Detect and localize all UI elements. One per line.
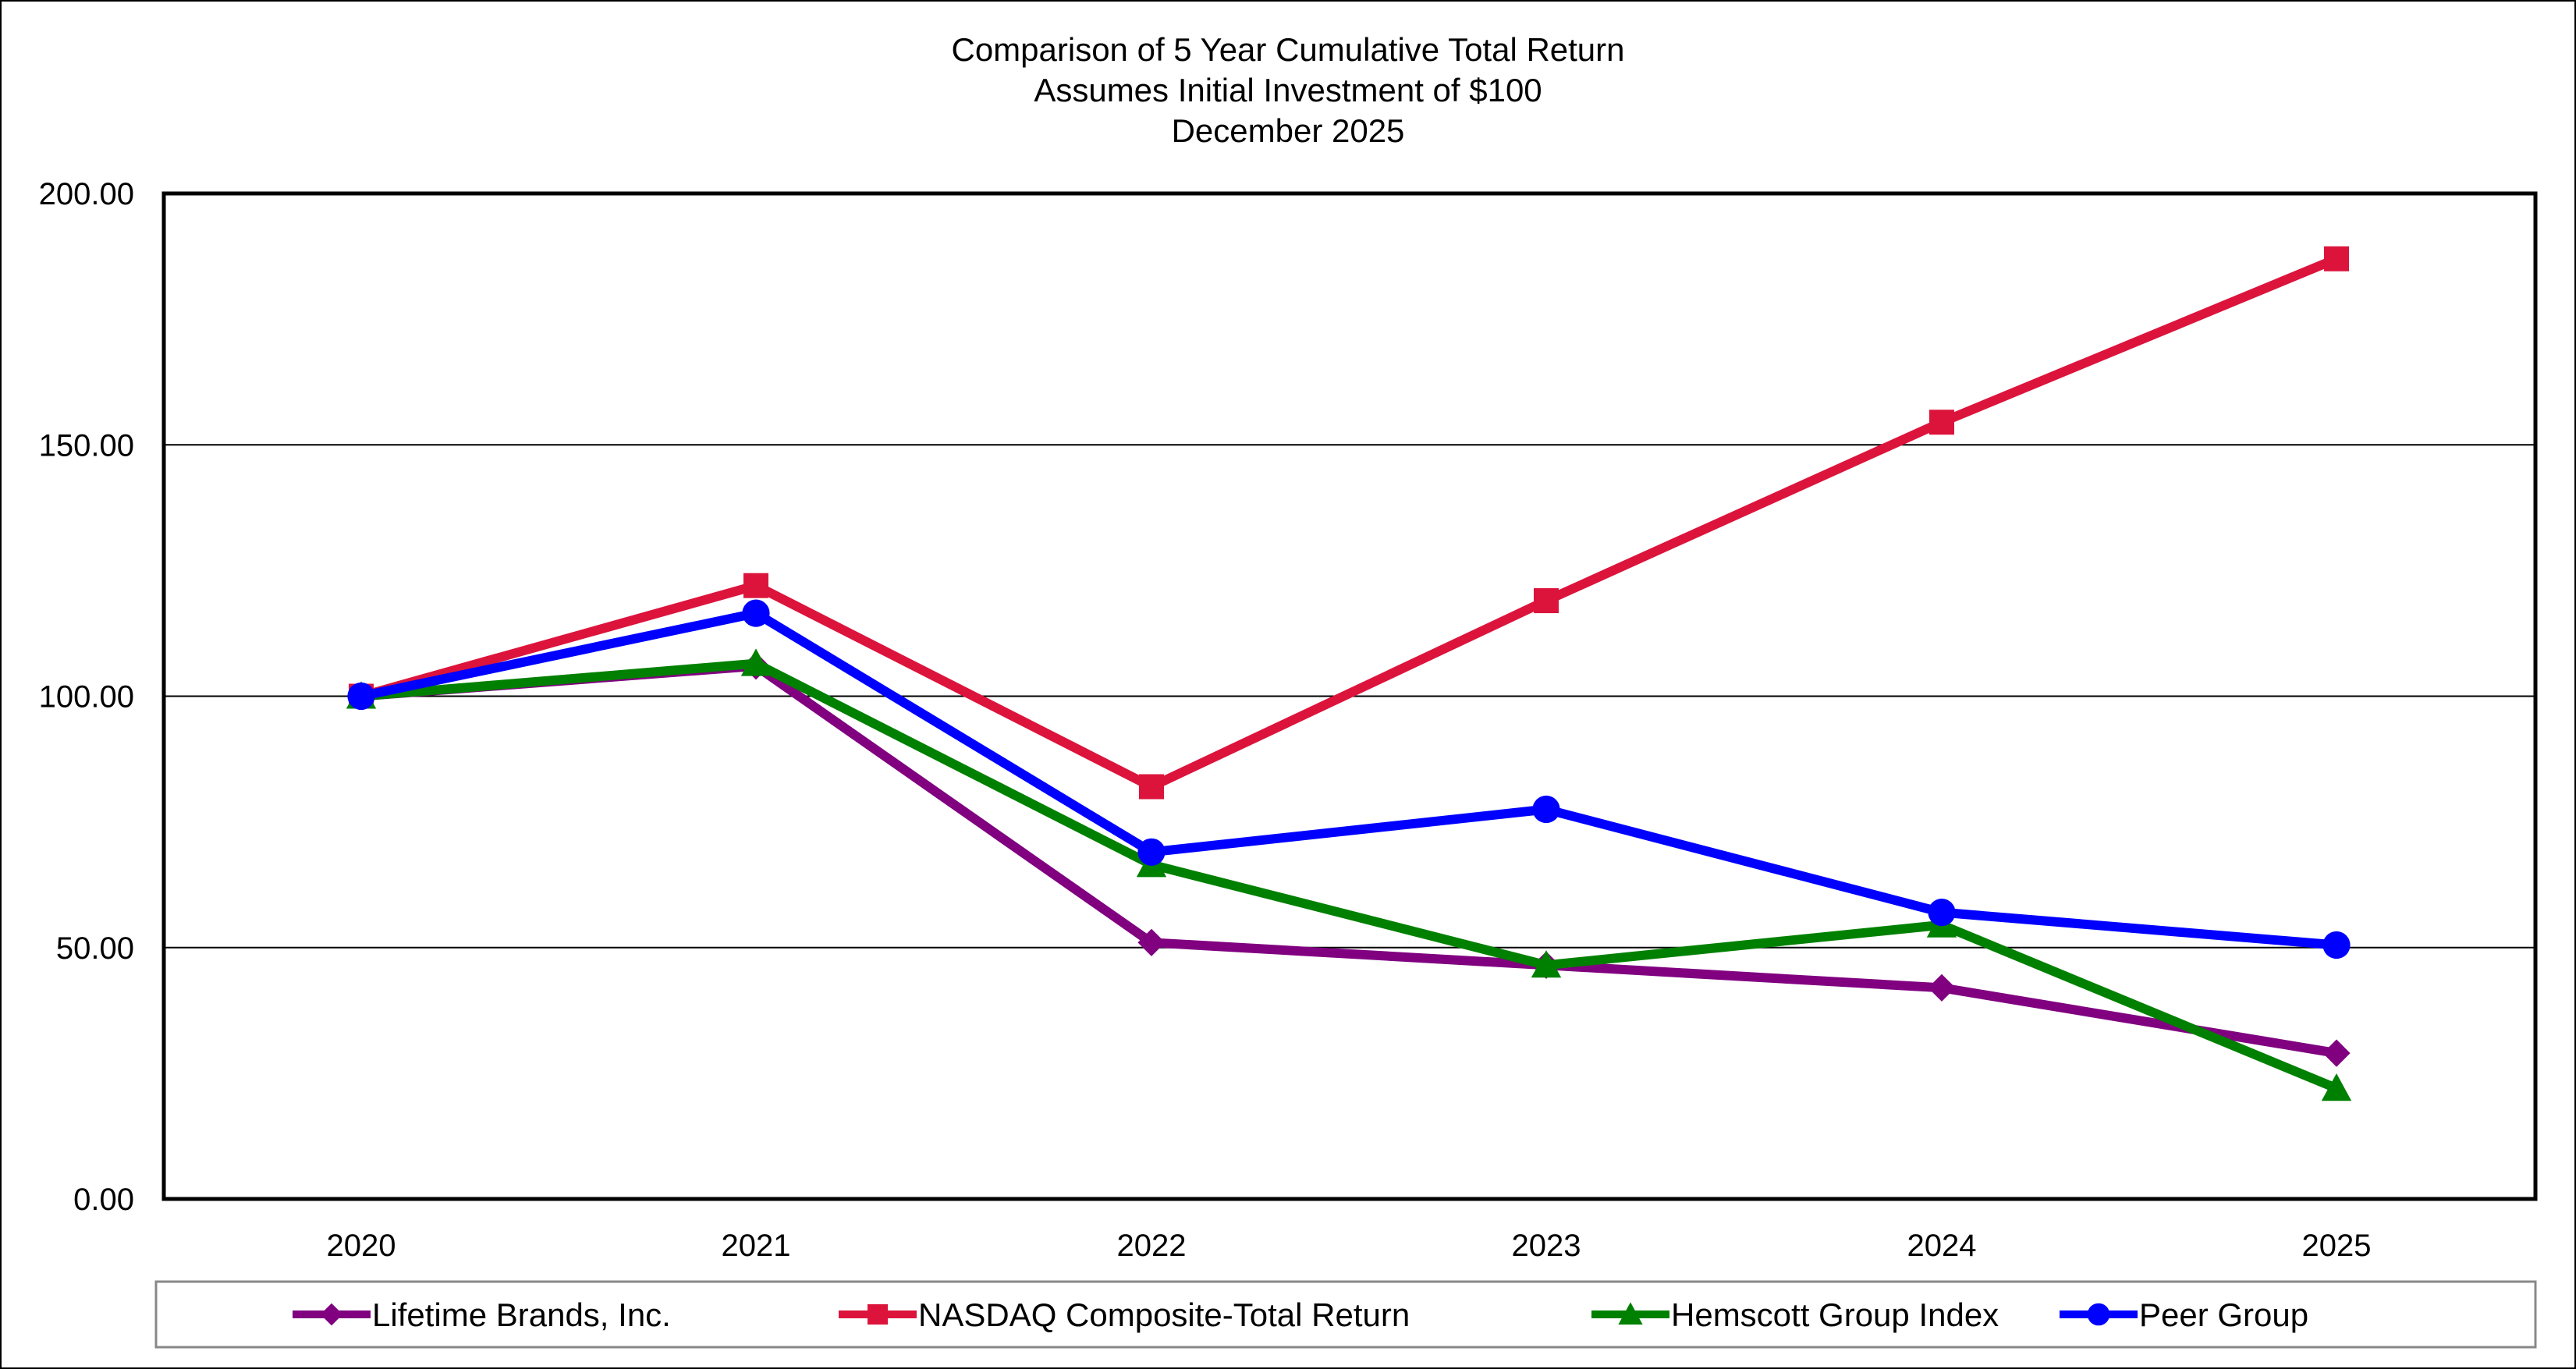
y-tick-label: 100.00 (39, 680, 134, 715)
legend-item: NASDAQ Composite-Total Return (839, 1296, 1410, 1333)
x-tick-label: 2022 (1117, 1229, 1187, 1263)
data-point-circle (1532, 795, 1560, 824)
series-line (360, 658, 2339, 1093)
data-point-square (743, 573, 768, 598)
chart-title-line: December 2025 (1172, 112, 1405, 149)
data-point-circle (2322, 931, 2351, 959)
x-tick-label: 2023 (1512, 1229, 1581, 1263)
legend-item: Peer Group (2060, 1296, 2308, 1333)
y-tick-label: 0.00 (73, 1183, 134, 1217)
data-point-circle (742, 599, 770, 627)
legend-label: Peer Group (2139, 1296, 2308, 1333)
y-tick-label: 200.00 (39, 177, 134, 211)
chart-title-line: Comparison of 5 Year Cumulative Total Re… (951, 31, 1624, 68)
data-point-triangle (740, 648, 772, 676)
x-tick-label: 2025 (2302, 1229, 2372, 1263)
x-axis: 2020 2021 2022 2023 2024 2025 (327, 1229, 2372, 1263)
legend-marker-circle (2087, 1303, 2110, 1326)
legend-label: NASDAQ Composite-Total Return (918, 1296, 1410, 1333)
y-axis: 0.00 50.00 100.00 150.00 200.00 (39, 177, 134, 1217)
x-tick-label: 2021 (722, 1229, 791, 1263)
series-group (346, 246, 2352, 1101)
data-point-square (1534, 588, 1559, 614)
legend-item: Hemscott Group Index (1591, 1296, 1999, 1333)
legend-label: Hemscott Group Index (1671, 1296, 1999, 1333)
data-point-diamond (2322, 1039, 2351, 1067)
legend-box (154, 1280, 2537, 1349)
series-line (360, 608, 2337, 950)
legend-marker-square (868, 1304, 888, 1325)
legend-item: Lifetime Brands, Inc. (293, 1296, 671, 1333)
legend-marker-triangle (1618, 1302, 1643, 1325)
data-point-circle (1928, 899, 1956, 927)
y-tick-label: 50.00 (56, 931, 134, 966)
data-point-triangle (2321, 1073, 2352, 1101)
legend-label: Lifetime Brands, Inc. (372, 1296, 671, 1333)
data-point-circle (1137, 838, 1166, 866)
x-tick-label: 2024 (1907, 1229, 1977, 1263)
chart-title-line: Assumes Initial Investment of $100 (1034, 72, 1542, 108)
chart-titles: Comparison of 5 Year Cumulative Total Re… (951, 31, 1624, 149)
plot-area (161, 191, 2538, 1201)
legend-marker-diamond (320, 1303, 343, 1326)
y-tick-label: 150.00 (39, 428, 134, 463)
data-point-diamond (1928, 974, 1956, 1002)
data-point-square (2324, 246, 2349, 271)
series-peer-group (347, 599, 2351, 959)
series-line (360, 254, 2339, 792)
x-tick-label: 2020 (327, 1229, 396, 1263)
data-point-square (1139, 774, 1164, 800)
data-point-square (1929, 410, 1954, 435)
data-point-triangle (1531, 950, 1562, 978)
data-point-circle (347, 682, 375, 711)
legend: Lifetime Brands, Inc. NASDAQ Composite-To… (293, 1296, 2308, 1333)
data-point-diamond (1137, 928, 1166, 956)
